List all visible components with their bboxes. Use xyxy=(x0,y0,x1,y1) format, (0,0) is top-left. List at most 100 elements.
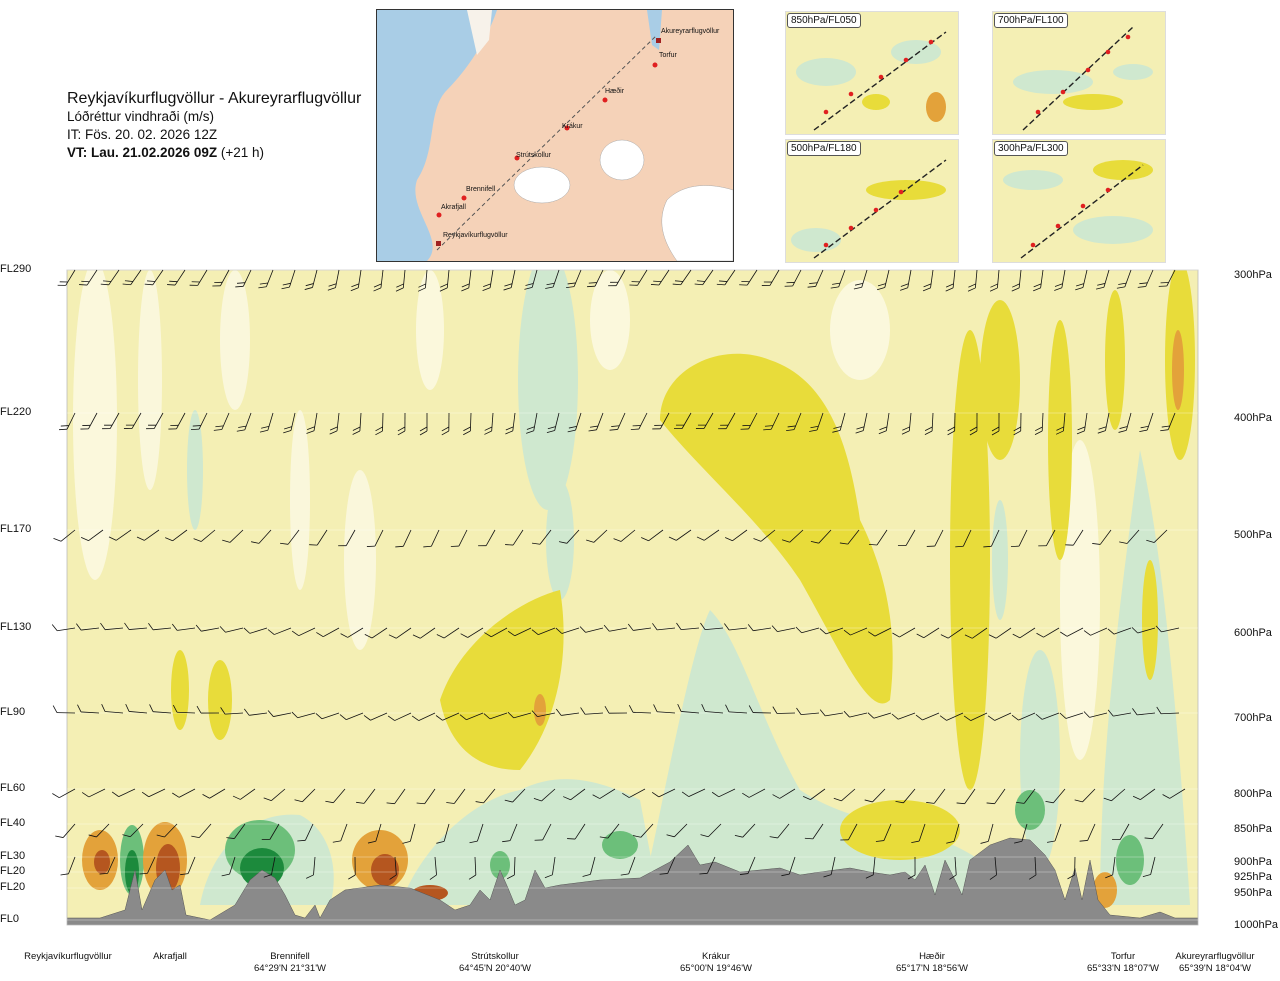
wind-barb xyxy=(327,269,340,291)
wind-barb xyxy=(1146,529,1168,543)
wind-barb xyxy=(389,856,397,880)
valid-time-offset: (+21 h) xyxy=(217,145,264,160)
wind-barb xyxy=(1013,412,1022,436)
wind-barb xyxy=(784,269,802,287)
wind-barb xyxy=(823,856,836,878)
wind-barb xyxy=(868,529,888,546)
wind-barb xyxy=(283,412,296,434)
wind-barb xyxy=(235,269,252,288)
wind-barb xyxy=(325,788,346,804)
wind-barb xyxy=(51,624,76,632)
wind-barb xyxy=(558,529,580,544)
wind-barb xyxy=(124,622,148,630)
wind-barb xyxy=(901,412,912,435)
wind-barb xyxy=(243,708,268,716)
wind-barb xyxy=(531,529,552,545)
route-point-label: Akureyrarflugvöllur 65°39'N 18°04'W xyxy=(1175,951,1254,975)
wind-barb xyxy=(502,823,518,843)
wind-barb xyxy=(80,412,98,430)
wind-barb xyxy=(258,269,274,289)
wind-barb xyxy=(1119,529,1140,544)
wind-barb xyxy=(986,788,1006,805)
wind-barb xyxy=(819,709,844,717)
wind-barb xyxy=(734,823,756,838)
wind-barb xyxy=(446,788,466,804)
wind-barb xyxy=(1076,412,1088,435)
map-label-brennifell: Brennifell xyxy=(466,186,496,193)
wind-barb xyxy=(460,627,484,638)
route-point-coord: 65°33'N 18°07'W xyxy=(1087,963,1159,974)
wind-barb xyxy=(146,412,164,430)
route-point-coord: 65°39'N 18°04'W xyxy=(1179,963,1251,974)
pressure-label: 900hPa xyxy=(1234,856,1272,868)
map-label-strutskollur: Strútskollur xyxy=(516,152,552,159)
wind-barb xyxy=(809,412,824,432)
wind-barb xyxy=(263,788,286,802)
pressure-label: 300hPa xyxy=(1234,269,1272,281)
wind-barb xyxy=(463,412,472,436)
wind-barb xyxy=(364,627,388,639)
map-label-krakur: Krákur xyxy=(562,123,583,130)
wind-barb xyxy=(1112,823,1130,841)
wind-barb xyxy=(725,704,748,714)
wind-barb xyxy=(291,711,316,719)
wind-barb xyxy=(947,412,956,436)
wind-barb xyxy=(172,704,196,714)
wind-barb xyxy=(855,412,868,434)
wind-barb xyxy=(172,788,196,798)
wind-barb xyxy=(202,788,226,799)
wind-barb xyxy=(280,529,300,545)
wind-barb xyxy=(1083,711,1108,718)
route-point-label: Strútskollur 64°45'N 20°40'W xyxy=(459,951,531,975)
chart-title-block: Reykjavíkurflugvöllur - Akureyrarflugvöl… xyxy=(67,90,361,162)
wind-barb xyxy=(503,269,516,291)
wind-barb xyxy=(79,269,98,286)
wind-barb xyxy=(339,712,364,721)
wind-barb xyxy=(397,412,406,436)
wind-barb xyxy=(892,627,916,638)
wind-barb xyxy=(191,823,212,839)
wind-barb xyxy=(609,412,626,431)
wind-barb xyxy=(653,704,676,714)
wind-barb xyxy=(100,622,124,631)
wind-barb xyxy=(348,856,356,880)
pressure-label: 400hPa xyxy=(1234,412,1272,424)
wind-barb xyxy=(297,823,314,842)
wind-barb xyxy=(772,788,796,799)
wind-barb xyxy=(867,627,892,637)
wind-barb xyxy=(988,627,1012,639)
wind-barb xyxy=(195,624,220,632)
wind-barb xyxy=(891,712,916,720)
wind-barb xyxy=(991,412,1000,436)
pressure-label: 925hPa xyxy=(1234,871,1272,883)
wind-barb xyxy=(739,269,758,286)
wind-barb xyxy=(545,269,560,289)
wind-barb xyxy=(1010,529,1028,548)
wind-barb xyxy=(1067,856,1076,880)
wind-barb xyxy=(1075,269,1088,291)
wind-barb xyxy=(352,412,362,435)
wind-barb xyxy=(484,412,494,435)
wind-barb xyxy=(101,704,124,714)
wind-barb xyxy=(742,788,766,798)
wind-barb xyxy=(1079,823,1096,842)
wind-barb xyxy=(526,412,538,434)
route-point-name: Reykjavíkurflugvöllur xyxy=(24,951,112,962)
inset-label-500: 500hPa/FL180 xyxy=(787,141,861,156)
wind-barb xyxy=(876,269,890,291)
route-point-coord: 64°29'N 21°31'W xyxy=(254,963,326,974)
wind-barb xyxy=(926,788,946,804)
wind-barb xyxy=(316,627,340,638)
wind-barb xyxy=(1107,627,1132,635)
wind-barb xyxy=(55,823,76,838)
wind-barb xyxy=(915,712,940,721)
wind-barb xyxy=(534,823,552,841)
wind-barb xyxy=(1155,625,1180,633)
issue-time: IT: Fös. 20. 02. 2026 12Z xyxy=(67,127,218,142)
wind-barb xyxy=(955,529,972,548)
wind-barb xyxy=(1118,412,1132,433)
route-point-name: Akrafjall xyxy=(153,951,187,962)
wind-barb xyxy=(436,627,460,639)
wind-barb xyxy=(386,788,406,805)
pressure-label: 850hPa xyxy=(1234,823,1272,835)
